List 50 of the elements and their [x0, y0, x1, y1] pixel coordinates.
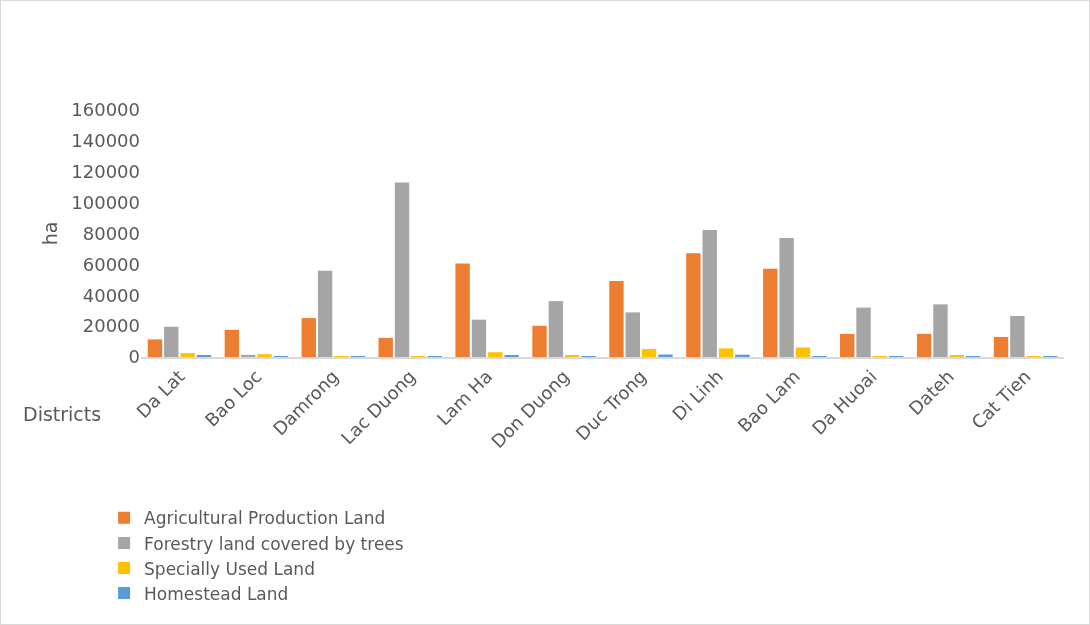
bar [795, 347, 811, 357]
y-tick-label: 120000 [71, 161, 140, 183]
bar [301, 318, 316, 357]
x-axis-title: Districts [23, 403, 102, 425]
x-tick-label: Bao Loc [200, 365, 266, 431]
x-tick-label: Da Lat [132, 365, 189, 423]
bar [532, 325, 547, 357]
bar [993, 336, 1009, 357]
bar [488, 352, 503, 357]
bar [548, 301, 564, 357]
y-tick-label: 140000 [71, 130, 140, 152]
bar [763, 268, 778, 357]
y-axis-title: ha [39, 221, 62, 246]
x-tick-label: Di Linh [668, 365, 728, 425]
bar [718, 348, 734, 357]
bar [471, 319, 487, 357]
bar [916, 333, 932, 357]
bar [686, 253, 701, 357]
bar [856, 307, 871, 357]
legend-label: Forestry land covered by trees [144, 533, 404, 554]
bar [241, 354, 256, 357]
bar [257, 354, 272, 357]
y-tick-label: 60000 [82, 253, 140, 275]
bar [641, 349, 657, 357]
bar [317, 270, 333, 357]
bar [609, 281, 624, 357]
y-tick-label: 20000 [82, 315, 140, 337]
bar [1010, 315, 1025, 357]
bar [933, 304, 948, 357]
legend-label: Homestead Land [144, 583, 289, 604]
bar [180, 353, 195, 357]
bar [164, 326, 179, 357]
bar [735, 354, 750, 357]
x-tick-label: Cat Tien [967, 365, 1035, 434]
bar [702, 230, 717, 357]
legend-label: Agricultural Production Land [144, 508, 386, 529]
bar [394, 182, 410, 357]
bar [455, 263, 470, 357]
bar [224, 329, 240, 357]
y-tick-label: 40000 [82, 284, 140, 306]
y-tick-label: 100000 [71, 191, 140, 213]
y-tick-label: 80000 [82, 222, 140, 244]
y-tick-label: 160000 [71, 99, 140, 121]
bar [147, 339, 163, 357]
y-tick-label: 0 [128, 346, 140, 368]
bar [840, 334, 855, 357]
legend-label: Specially Used Land [144, 558, 315, 579]
bar [779, 237, 794, 357]
bar [625, 312, 640, 357]
bar [378, 337, 393, 357]
